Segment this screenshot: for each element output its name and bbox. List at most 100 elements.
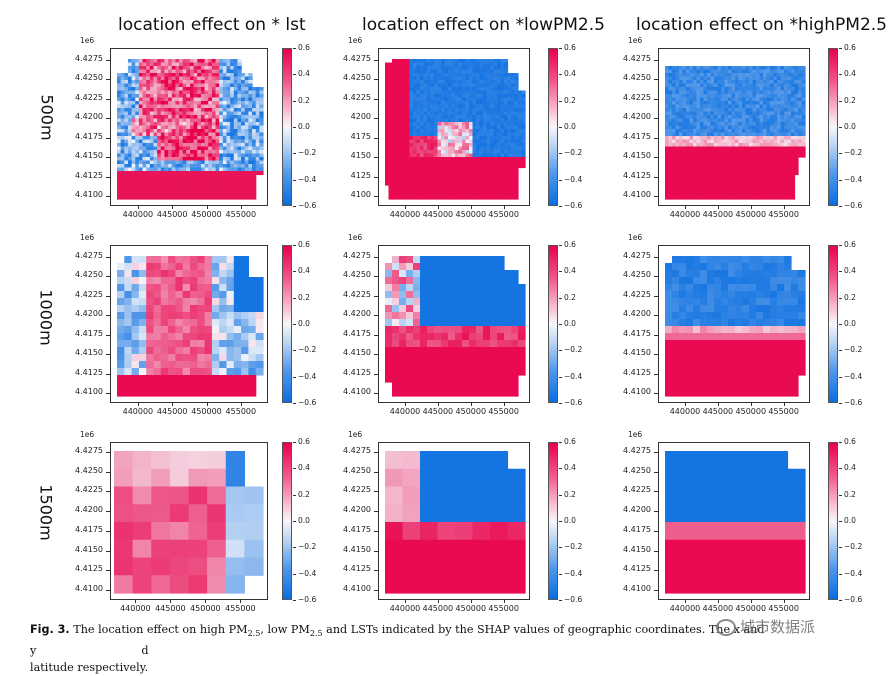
heatmap-cell [175,122,179,126]
heatmap-cell [721,66,725,70]
heatmap-cell [466,119,470,123]
heatmap-cell [462,73,466,77]
heatmap-cell [157,182,161,186]
heatmap-cell [462,150,466,154]
heatmap-cell [161,73,165,77]
heatmap-cell [392,80,396,84]
heatmap-cell [194,87,198,91]
heatmap-cell [686,140,690,144]
heatmap-cell [480,126,484,130]
heatmap-cell [175,175,179,179]
heatmap-cell [441,192,445,196]
heatmap-cell [403,105,407,109]
heatmap-cell [168,182,172,186]
heatmap-cell [392,143,396,147]
heatmap-cell [469,157,473,161]
heatmap-cell [462,175,466,179]
heatmap-cell [721,171,725,175]
heatmap-cell [462,154,466,158]
heatmap-cell [490,59,494,63]
heatmap-cell [438,80,442,84]
heatmap-cell [186,73,190,77]
heatmap-cell [256,312,264,320]
heatmap-cell [135,87,139,91]
heatmap-cell [124,291,132,299]
heatmap-cell [714,77,718,81]
heatmap-cell [714,147,718,151]
heatmap-cell [135,129,139,133]
heatmap-cell [756,87,760,91]
heatmap-cell [248,368,256,376]
heatmap-cell [697,77,701,81]
heatmap-cell [707,105,711,109]
heatmap-cell [770,129,774,133]
heatmap-cell [452,171,456,175]
heatmap-cell [693,171,697,175]
heatmap-cell [459,192,463,196]
heatmap-cell [150,63,154,67]
heatmap-cell [194,133,198,137]
heatmap-cell [389,182,393,186]
heatmap-cell [146,133,150,137]
heatmap-cell [183,112,187,116]
heatmap-cell [139,305,147,313]
heatmap-cell [219,270,227,278]
heatmap-cell [690,112,694,116]
heatmap-cell [161,115,165,119]
heatmap-cell [462,105,466,109]
heatmap-cell [190,101,194,105]
heatmap-cell [128,182,132,186]
heatmap-cell [248,105,252,109]
heatmap-cell [245,136,249,140]
heatmap-cell [132,196,136,200]
heatmap-cell [704,140,708,144]
heatmap-cell [522,101,526,105]
heatmap-cell [483,87,487,91]
heatmap-cell [788,175,792,179]
heatmap-cell [186,119,190,123]
heatmap-cell [216,77,220,81]
heatmap-cell [389,112,393,116]
heatmap-cell [124,185,128,189]
heatmap-cell [417,164,421,168]
heatmap-cell [132,129,136,133]
heatmap-cell [201,161,205,165]
heatmap-cell [245,108,249,112]
heatmap-cell [406,185,410,189]
heatmap-cell [732,157,736,161]
heatmap-cell [781,196,785,200]
heatmap-cell [208,63,212,67]
heatmap-cell [494,175,498,179]
heatmap-cell [770,192,774,196]
heatmap-cell [760,196,764,200]
heatmap-cell [135,91,139,95]
heatmap-cell [194,150,198,154]
heatmap-cell [515,94,519,98]
heatmap-cell [205,115,209,119]
heatmap-cell [256,354,264,362]
heatmap-cell [197,270,205,278]
heatmap-cell [480,91,484,95]
heatmap-cell [256,319,264,327]
heatmap-cell [497,112,501,116]
heatmap-cell [410,157,414,161]
heatmap-cell [732,136,736,140]
heatmap-cell [802,112,806,116]
heatmap-cell [781,168,785,172]
heatmap-cell [798,119,802,123]
heatmap-cell [396,136,400,140]
heatmap-cell [459,182,463,186]
heatmap-cell [448,150,452,154]
heatmap-cell [490,108,494,112]
heatmap-cell [168,178,172,182]
heatmap-cell [795,91,799,95]
heatmap-cell [473,136,477,140]
heatmap-cell [132,122,136,126]
heatmap-cell [256,115,260,119]
heatmap-cell [774,105,778,109]
heatmap-cell [205,333,213,341]
heatmap-cell [154,196,158,200]
heatmap-cell [190,277,198,285]
heatmap-cell [448,94,452,98]
heatmap-cell [455,136,459,140]
